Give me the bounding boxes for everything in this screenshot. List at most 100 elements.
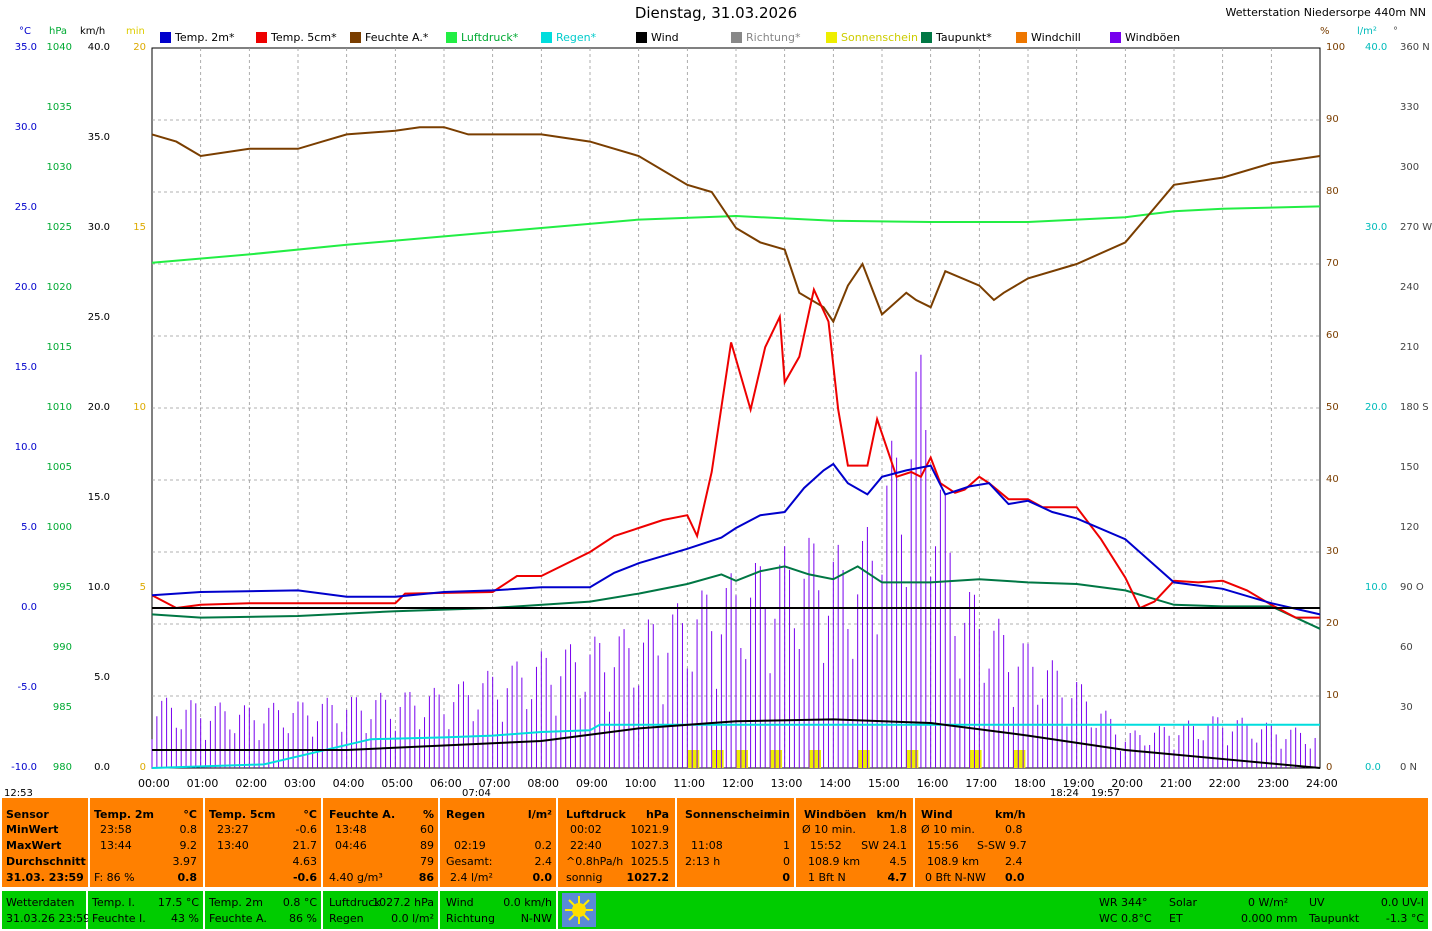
unit-wind: km/h (80, 26, 106, 37)
tick-label: 35.0 (87, 132, 110, 143)
unit-sun: min (126, 26, 145, 37)
cur-wind: 0.0 km/h (503, 896, 552, 909)
tick-label: 0 N (1400, 762, 1418, 773)
tick-label: 1015 (46, 342, 72, 353)
sunshine-bar (906, 750, 919, 768)
tick-label: 60 (1326, 330, 1339, 341)
series-temp2m (151, 462, 1321, 616)
sunrise-label: 07:04 (462, 788, 491, 799)
tick-label: 35.0 (14, 42, 37, 53)
rain-total: 2.4 (534, 855, 553, 868)
time-tick: 03:00 (284, 777, 316, 790)
lbl-avg: Durchschnitt (6, 855, 86, 868)
indoor-hum-label: Feuchte I. (92, 912, 146, 925)
sunshine-bar (770, 750, 783, 768)
wind-current: 0.0 (1005, 871, 1025, 884)
status-outdoor: Temp. 2m 0.8 °C Feuchte A. 86 % (205, 891, 321, 929)
wind-avg10-label: Ø 10 min. (921, 823, 975, 836)
tick-label: 5 (139, 582, 146, 593)
time-tick: 15:00 (868, 777, 900, 790)
gust-bft: 1 Bft N (808, 871, 846, 884)
temp2m-max-time: 13:44 (100, 839, 132, 852)
time-tick: 14:00 (819, 777, 852, 790)
panel-sensor: Sensor MinWert MaxWert Durchschnitt 31.0… (2, 798, 88, 887)
temp5cm-max: 21.7 (292, 839, 318, 852)
tick-label: -10.0 (11, 762, 37, 773)
hdr-humidity: Feuchte A. (329, 808, 396, 821)
time-tick: 10:00 (624, 777, 657, 790)
legend-swatch (826, 32, 837, 43)
temp5cm-avg: 4.63 (292, 855, 318, 868)
indoor-hum: 43 % (171, 912, 199, 925)
legend-label: Windchill (1031, 31, 1081, 44)
wind-bft: 0 Bft N-NW (925, 871, 986, 884)
time-tick: 21:00 (1160, 777, 1192, 790)
time-tick: 11:00 (673, 777, 706, 790)
tick-label: 1000 (46, 522, 72, 533)
tick-label: 30.0 (87, 222, 110, 233)
time-tick: 16:00 (916, 777, 949, 790)
tick-label: 0 (139, 762, 146, 773)
series-regen (151, 723, 1320, 769)
temp2m-min: 0.8 (179, 823, 198, 836)
series-wind (152, 718, 1321, 769)
dewpoint: -1.3 °C (1385, 912, 1424, 925)
time-tick: 24:00 (1306, 777, 1338, 790)
moonset-label: 19:57 (1091, 788, 1120, 799)
press-min: 1021.9 (630, 823, 670, 836)
tick-label: 10.0 (87, 582, 110, 593)
unit-rain: l/m² (1357, 26, 1377, 37)
tick-label: 40.0 (1365, 42, 1388, 53)
tick-label: 1020 (46, 282, 72, 293)
tick-label: 80 (1326, 186, 1339, 197)
temp2m-current: 0.8 (177, 871, 198, 884)
legend-label: Wind (651, 31, 679, 44)
tick-label: 100 (1326, 42, 1346, 53)
tick-label: 25.0 (87, 312, 110, 323)
lbl-current: 31.03. 23:59 (6, 871, 84, 884)
series-luftdruck (151, 205, 1321, 264)
legend-swatch (1110, 32, 1121, 43)
tick-label: 10 (1326, 690, 1339, 701)
tick-label: 30.0 (1365, 222, 1388, 233)
et-label: ET (1169, 912, 1183, 925)
legend-item: Regen* (541, 31, 596, 44)
tick-label: 30 (1326, 546, 1339, 557)
gust-max-time: 15:52 (810, 839, 842, 852)
unit-temp2m: °C (183, 808, 197, 821)
wind-avg: 2.4 (1005, 855, 1023, 868)
tick-label: 20.0 (14, 282, 37, 293)
cur-wind-label: Wind (446, 896, 474, 909)
status-indoor: Temp. I. 17.5 °C Feuchte I. 43 % (88, 891, 203, 929)
legend-item: Windböen (1110, 31, 1180, 44)
legend-label: Regen* (556, 31, 597, 44)
hum-abs: 4.40 g/m³ (329, 871, 383, 884)
cur-rain-label: Regen (329, 912, 364, 925)
dewpoint-label: Taupunkt (1309, 912, 1360, 925)
forecast-text: sonnig (566, 871, 603, 884)
out-temp: 0.8 °C (282, 896, 317, 909)
panel-rain: Regen l/m² 02:19 0.2 Gesamt: 2.4 2.4 l/m… (440, 798, 556, 887)
solar-label: Solar (1169, 896, 1198, 909)
out-hum-label: Feuchte A. (209, 912, 267, 925)
unit-rain-panel: l/m² (527, 808, 552, 821)
indoor-temp: 17.5 °C (157, 896, 199, 909)
tick-label: 0.0 (94, 762, 110, 773)
cur-dir-label: Richtung (446, 912, 495, 925)
panel-pressure: Luftdruck hPa 00:02 1021.9 22:40 1027.3 … (558, 798, 675, 887)
tick-label: 240 (1400, 282, 1420, 293)
time-tick: 05:00 (381, 777, 414, 790)
legend-swatch (541, 32, 552, 43)
tick-label: 985 (52, 702, 72, 713)
status-press-rain: Luftdruck 1027.2 hPa Regen 0.0 l/m² (323, 891, 438, 929)
rain-total-label: Gesamt: (446, 855, 493, 868)
legend-label: Luftdruck* (461, 31, 519, 44)
legend-item: Sonnenschein (826, 31, 918, 44)
legend-item: Feuchte A.* (350, 31, 428, 44)
status-datetime: 31.03.26 23:59 (6, 912, 91, 925)
tick-label: 40.0 (87, 42, 110, 53)
chart-plot (151, 47, 1321, 769)
temp2m-avg: 3.97 (172, 855, 198, 868)
unit-temp5cm: °C (303, 808, 317, 821)
legend-label: Feuchte A.* (365, 31, 429, 44)
